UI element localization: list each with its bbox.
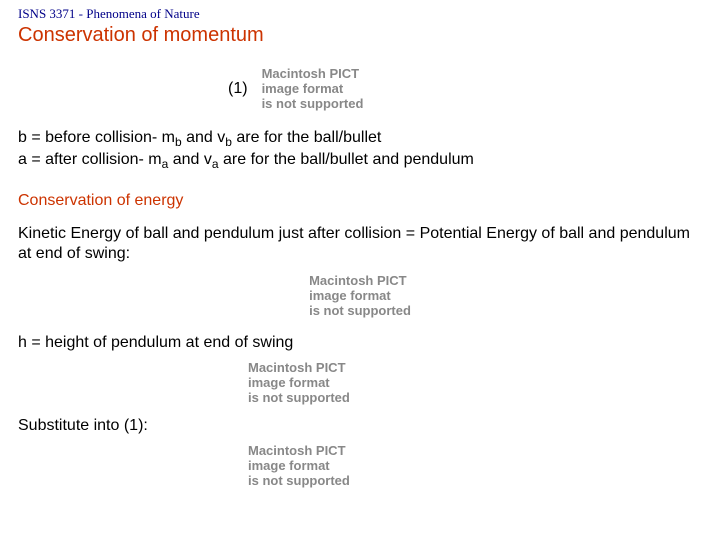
text-fragment: b = before collision- m xyxy=(18,129,175,146)
pict-line: is not supported xyxy=(262,97,364,112)
text-fragment: and v xyxy=(182,129,226,146)
pict-placeholder-icon: Macintosh PICT image format is not suppo… xyxy=(309,274,411,319)
pict-line: Macintosh PICT xyxy=(248,361,702,376)
pict-line: image format xyxy=(262,82,364,97)
course-header: ISNS 3371 - Phenomena of Nature xyxy=(18,6,702,22)
pict-line: is not supported xyxy=(309,304,411,319)
title-conservation-energy: Conservation of energy xyxy=(18,192,702,210)
pict-placeholder-icon: Macintosh PICT image format is not suppo… xyxy=(248,444,702,489)
subscript: b xyxy=(225,135,232,149)
pict-line: is not supported xyxy=(248,391,702,406)
ke-pe-text: Kinetic Energy of ball and pendulum just… xyxy=(18,224,702,264)
pict-line: Macintosh PICT xyxy=(248,444,702,459)
pict-line: image format xyxy=(248,459,702,474)
substitute-text: Substitute into (1): xyxy=(18,416,702,436)
pict-line: is not supported xyxy=(248,474,702,489)
definition-a-line: a = after collision- ma and va are for t… xyxy=(18,150,702,172)
text-fragment: are for the ball/bullet xyxy=(232,129,381,146)
text-fragment: a = after collision- m xyxy=(18,151,162,168)
definition-b-line: b = before collision- mb and vb are for … xyxy=(18,128,702,150)
pict-line: Macintosh PICT xyxy=(262,67,364,82)
equation-1-tag: (1) xyxy=(228,80,248,98)
text-fragment: are for the ball/bullet and pendulum xyxy=(219,151,474,168)
pict-line: image format xyxy=(309,289,411,304)
h-definition-text: h = height of pendulum at end of swing xyxy=(18,333,702,353)
equation-4-holder: Macintosh PICT image format is not suppo… xyxy=(18,444,702,489)
pict-line: Macintosh PICT xyxy=(309,274,411,289)
slide-page: ISNS 3371 - Phenomena of Nature Conserva… xyxy=(0,0,720,540)
title-conservation-momentum: Conservation of momentum xyxy=(18,24,702,47)
equation-1-row: (1) Macintosh PICT image format is not s… xyxy=(18,67,702,112)
equation-3-holder: Macintosh PICT image format is not suppo… xyxy=(18,361,702,406)
subscript: b xyxy=(175,135,182,149)
subscript: a xyxy=(212,157,219,171)
equation-2-holder: Macintosh PICT image format is not suppo… xyxy=(18,274,702,319)
text-fragment: and v xyxy=(168,151,212,168)
pict-placeholder-icon: Macintosh PICT image format is not suppo… xyxy=(262,67,364,112)
pict-placeholder-icon: Macintosh PICT image format is not suppo… xyxy=(248,361,702,406)
pict-line: image format xyxy=(248,376,702,391)
